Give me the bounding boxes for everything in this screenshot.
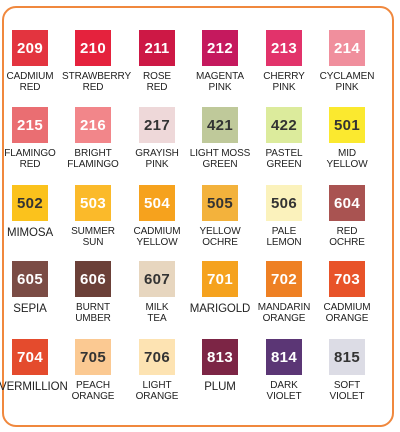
color-name-label: SOFT VIOLET (329, 380, 365, 402)
swatch-row: 605 SEPIA 606 BURNT UMBER 607 MILK TEA 701 MARI… (12, 261, 388, 339)
color-name-label: SEPIA (13, 303, 47, 315)
color-name-label: MIMOSA (6, 227, 54, 239)
color-name-label: RED OCHRE (329, 226, 365, 248)
color-name-label: BURNT UMBER (75, 302, 111, 324)
color-name-label: CHERRY PINK (263, 71, 305, 93)
swatch-item: 606 BURNT UMBER (62, 261, 124, 339)
color-swatch: 706 (139, 339, 175, 375)
color-swatch: 506 (266, 185, 302, 221)
color-swatch: 217 (139, 107, 175, 143)
swatch-item: 814 DARK VIOLET (253, 339, 315, 417)
swatch-row: 502 MIMOSA 503 SUMMER SUN 504 CADMIUM YELLOW 5… (7, 185, 388, 263)
color-name-label: MILK TEA (145, 302, 169, 324)
color-swatch: 214 (329, 30, 365, 66)
swatch-item: 421 LIGHT MOSS GREEN (189, 107, 251, 185)
color-name-label: PEACH ORANGE (71, 380, 115, 402)
swatch-item: 701 MARIGOLD (189, 261, 251, 339)
swatch-item: 705 PEACH ORANGE (62, 339, 124, 417)
swatch-item: 503 SUMMER SUN (62, 185, 124, 263)
swatch-item: 607 MILK TEA (126, 261, 188, 339)
swatch-item: 706 LIGHT ORANGE (126, 339, 188, 417)
swatch-item: 504 CADMIUM YELLOW (126, 185, 188, 263)
color-name-label: CADMIUM ORANGE (323, 302, 371, 324)
swatch-item: 209 CADMIUM RED (0, 30, 61, 108)
color-name-label: MID YELLOW (326, 148, 368, 170)
color-name-label: MAGENTA PINK (195, 71, 244, 93)
color-swatch: 702 (266, 261, 302, 297)
color-name-label: VERMILLION (0, 381, 68, 393)
swatch-row: 215 FLAMINGO RED 216 BRIGHT FLAMINGO 217 GRAY… (4, 107, 388, 185)
color-name-label: PALE LEMON (266, 226, 302, 248)
color-name-label: ROSE RED (143, 71, 171, 93)
color-name-label: BRIGHT FLAMINGO (67, 148, 119, 170)
swatch-item: 212 MAGENTA PINK (189, 30, 251, 108)
color-swatch: 210 (75, 30, 111, 66)
swatch-item: 422 PASTEL GREEN (253, 107, 315, 185)
swatch-item: 604 RED OCHRE (316, 185, 378, 263)
swatch-item: 702 MANDARIN ORANGE (253, 261, 315, 339)
color-name-label: LIGHT ORANGE (135, 380, 179, 402)
color-name-label: CYCLAMEN PINK (319, 71, 375, 93)
color-swatch: 703 (329, 261, 365, 297)
chart-frame (2, 6, 394, 427)
swatch-row: 704 VERMILLION 705 PEACH ORANGE 706 LIGHT ORA… (0, 339, 388, 417)
color-name-label: GRAYISH PINK (135, 148, 179, 170)
color-name-label: SUMMER SUN (71, 226, 115, 248)
swatch-item: 605 SEPIA (0, 261, 61, 339)
swatch-item: 217 GRAYISH PINK (126, 107, 188, 185)
color-swatch: 814 (266, 339, 302, 375)
color-swatch: 704 (12, 339, 48, 375)
swatch-item: 703 CADMIUM ORANGE (316, 261, 378, 339)
color-name-label: YELLOW OCHRE (199, 226, 241, 248)
color-swatch: 505 (202, 185, 238, 221)
color-swatch: 213 (266, 30, 302, 66)
swatch-item: 215 FLAMINGO RED (0, 107, 61, 185)
color-swatch: 607 (139, 261, 175, 297)
color-name-label: PASTEL GREEN (265, 148, 303, 170)
swatch-row: 209 CADMIUM RED 210 STRAWBERRY RED 211 ROSE R… (6, 30, 388, 108)
color-name-label: PLUM (204, 381, 236, 393)
swatch-item: 505 YELLOW OCHRE (189, 185, 251, 263)
color-name-label: DARK VIOLET (266, 380, 302, 402)
color-swatch: 211 (139, 30, 175, 66)
swatch-item: 211 ROSE RED (126, 30, 188, 108)
color-name-label: LIGHT MOSS GREEN (189, 148, 251, 170)
color-swatch: 813 (202, 339, 238, 375)
color-name-label: FLAMINGO RED (4, 148, 56, 170)
swatch-item: 815 SOFT VIOLET (316, 339, 378, 417)
swatch-item: 216 BRIGHT FLAMINGO (62, 107, 124, 185)
color-swatch: 815 (329, 339, 365, 375)
color-swatch: 422 (266, 107, 302, 143)
color-swatch: 212 (202, 30, 238, 66)
color-swatch: 605 (12, 261, 48, 297)
color-name-label: MARIGOLD (189, 303, 251, 315)
swatch-item: 502 MIMOSA (0, 185, 61, 263)
swatch-item: 506 PALE LEMON (253, 185, 315, 263)
color-swatch: 705 (75, 339, 111, 375)
color-swatch: 606 (75, 261, 111, 297)
color-name-label: CADMIUM RED (6, 71, 54, 93)
color-swatch: 215 (12, 107, 48, 143)
swatch-item: 704 VERMILLION (0, 339, 68, 417)
color-swatch: 209 (12, 30, 48, 66)
color-swatch: 501 (329, 107, 365, 143)
color-swatch: 604 (329, 185, 365, 221)
swatch-item: 813 PLUM (189, 339, 251, 417)
color-name-label: CADMIUM YELLOW (133, 226, 181, 248)
color-name-label: MANDARIN ORANGE (257, 302, 311, 324)
color-swatch: 503 (75, 185, 111, 221)
color-swatch: 504 (139, 185, 175, 221)
swatch-item: 501 MID YELLOW (316, 107, 378, 185)
color-swatch: 216 (75, 107, 111, 143)
color-swatch: 701 (202, 261, 238, 297)
color-swatch: 421 (202, 107, 238, 143)
color-swatch: 502 (12, 185, 48, 221)
swatch-item: 214 CYCLAMEN PINK (316, 30, 378, 108)
swatch-item: 213 CHERRY PINK (253, 30, 315, 108)
color-name-label: STRAWBERRY RED (62, 71, 132, 93)
swatch-item: 210 STRAWBERRY RED (62, 30, 132, 108)
